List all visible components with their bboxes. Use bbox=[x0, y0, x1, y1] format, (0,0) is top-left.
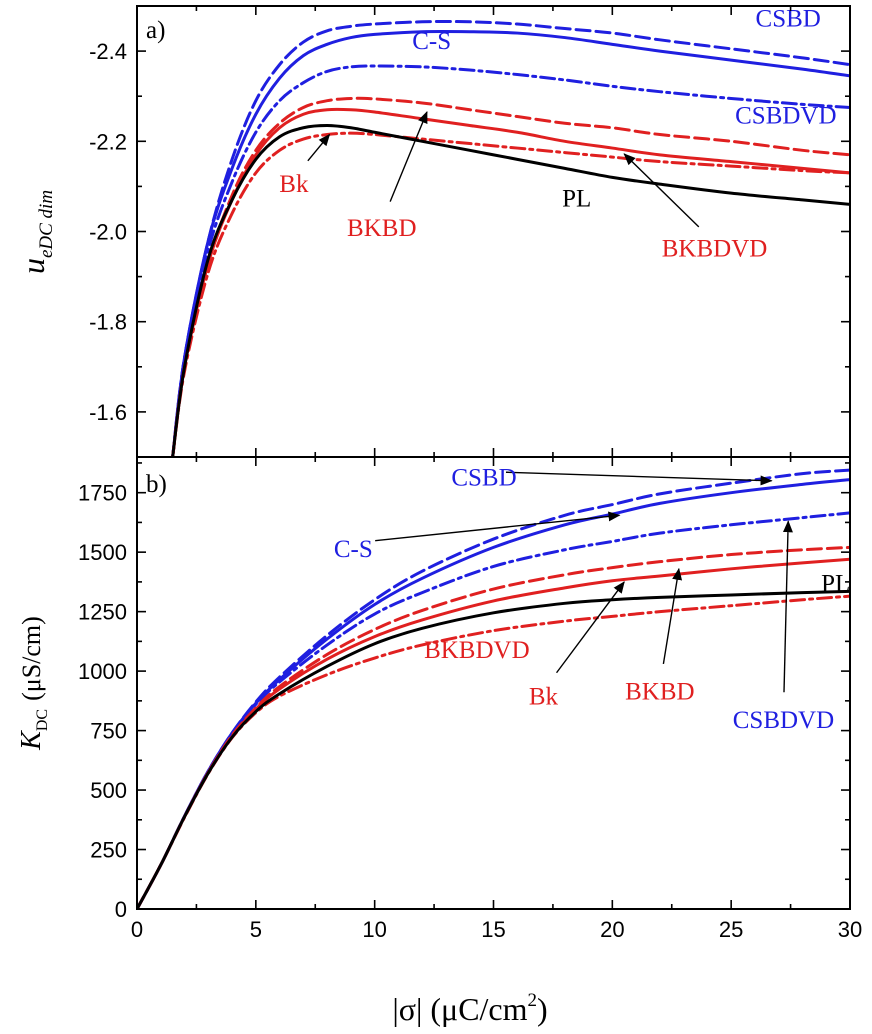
panel-a-ytick-label: -2.0 bbox=[89, 220, 127, 245]
x-axis-label: |σ| (μC/cm2) bbox=[392, 990, 547, 1027]
panel-a-label: a) bbox=[146, 17, 165, 44]
x-tick-label: 20 bbox=[600, 917, 624, 942]
panel-b-arrow-csbdvd bbox=[782, 520, 793, 693]
panel-a-ytick-label: -1.6 bbox=[89, 400, 127, 425]
panel-a-ytick-label: -1.8 bbox=[89, 310, 127, 335]
panel-b-arrow-csbd bbox=[505, 471, 773, 486]
panel-b-ytick-label: 1000 bbox=[78, 659, 127, 684]
panel-b-ytick-label: 750 bbox=[90, 719, 127, 744]
panel-b-annotations: CSBD C-S PL BKBDVD Bk BKBD CSBDVD bbox=[334, 465, 851, 735]
panel-a-annotations: CSBD C-S CSBDVD Bk BKBD PL BKBDVD bbox=[279, 5, 836, 262]
panel-a-ytick-label: -2.4 bbox=[89, 39, 127, 64]
panel-b-series-pl bbox=[137, 589, 850, 909]
panel-a-series-csbdvd bbox=[171, 64, 850, 457]
x-tick-label: 30 bbox=[838, 917, 862, 942]
panel-b-ytick-label: 1500 bbox=[78, 540, 127, 565]
x-tick-labels: 0 5 10 15 20 25 30 bbox=[131, 917, 862, 942]
panel-a-label-c-s: C-S bbox=[412, 28, 451, 55]
panel-b-series-csbd bbox=[137, 468, 850, 909]
panel-b-label-bkbd: BKBD bbox=[625, 679, 694, 706]
panel-a-label-bk: Bk bbox=[279, 171, 309, 198]
panel-a-label-bkbd: BKBD bbox=[347, 215, 416, 242]
panel-a-ytick-label: -2.2 bbox=[89, 129, 127, 154]
panel-b-ytick-label: 1750 bbox=[78, 481, 127, 506]
panel-a-series-pl bbox=[171, 124, 850, 457]
panel-a-ylabel: ueDC dim bbox=[15, 190, 57, 274]
panel-b-label-csbd: CSBD bbox=[451, 465, 516, 492]
panel-a-series-bkbdvd bbox=[171, 131, 850, 457]
panel-b-label-csbdvd: CSBDVD bbox=[733, 707, 834, 734]
panel-b-label-bkbdvd: BKBDVD bbox=[424, 637, 530, 664]
panel-b-label-bk: Bk bbox=[529, 683, 559, 710]
x-tick-label: 15 bbox=[481, 917, 505, 942]
panel-a-arrow-bk bbox=[307, 133, 331, 162]
x-tick-label: 5 bbox=[250, 917, 262, 942]
panel-b-ytick-label: 250 bbox=[90, 838, 127, 863]
panel-b: CSBD C-S PL BKBDVD Bk BKBD CSBDVD 0 250 500 750 10… bbox=[16, 456, 851, 922]
panel-b-ytick-label: 1250 bbox=[78, 600, 127, 625]
panel-a-label-csbd: CSBD bbox=[756, 5, 821, 32]
x-tick-label: 0 bbox=[131, 917, 143, 942]
panel-b-ylabel: KDC(μS/cm) bbox=[16, 616, 51, 751]
panel-b-ticks: 0 250 500 750 1000 1250 1500 1750 bbox=[78, 457, 851, 922]
x-tick-label: 10 bbox=[362, 917, 386, 942]
panel-a-series-csbd bbox=[171, 20, 850, 457]
panel-a-arrow-bkbd bbox=[389, 111, 428, 202]
panel-b-arrow-bk bbox=[555, 581, 625, 674]
panel-b-label: b) bbox=[146, 471, 167, 498]
panel-a-label-pl: PL bbox=[562, 186, 591, 213]
panel-a-series bbox=[171, 20, 850, 457]
panel-a-ticks: -1.6 -1.8 -2.0 -2.2 -2.4 bbox=[89, 6, 851, 457]
panel-a-series-c-s bbox=[171, 29, 850, 457]
panel-a-label-csbdvd: CSBDVD bbox=[735, 102, 836, 129]
panel-a-label-bkbdvd: BKBDVD bbox=[662, 235, 768, 262]
panel-b-label-pl: PL bbox=[821, 570, 850, 597]
panel-a-arrow-bkbdvd bbox=[623, 153, 700, 228]
panel-b-ytick-label: 500 bbox=[90, 778, 127, 803]
panel-b-ytick-label: 0 bbox=[115, 897, 127, 922]
panel-b-series bbox=[137, 468, 850, 909]
panel-b-series-c-s bbox=[137, 478, 850, 909]
panel-a-series-bkbd bbox=[171, 96, 850, 457]
panel-b-arrow-bkbd bbox=[662, 567, 683, 665]
panel-a: CSBD C-S CSBDVD Bk BKBD PL BKBDVD -1.6 -1.8 -2.0… bbox=[15, 5, 851, 458]
panel-b-arrow-c-s bbox=[375, 511, 621, 542]
panel-b-label-c-s: C-S bbox=[334, 536, 373, 563]
x-tick-label: 25 bbox=[719, 917, 743, 942]
panel-a-series-bk bbox=[171, 107, 850, 457]
